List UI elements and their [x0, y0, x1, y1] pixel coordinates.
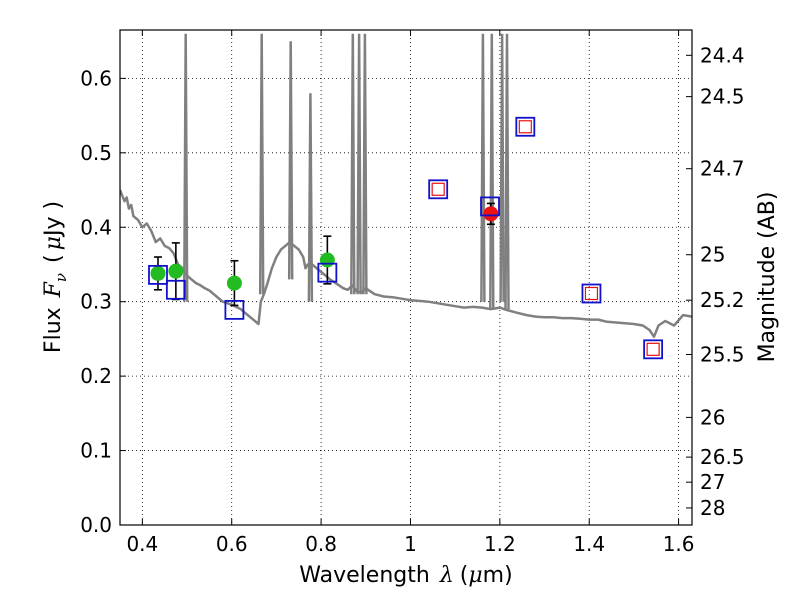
- spectrum-line: [120, 189, 692, 338]
- axis-ticks: 0.4 0.6 0.8 1 1.2 1.4 1.6 0.0 0.1 0.2 0.3 0.4 0.5 0.6…: [80, 30, 745, 556]
- magnitude-tick-label: 24.7: [700, 157, 745, 181]
- magnitude-tick-label: 25.5: [700, 342, 745, 366]
- x-tick-label: 0.4: [126, 532, 158, 556]
- model-point: [643, 339, 664, 360]
- emission-line: [182, 33, 189, 302]
- magnitude-tick-label: 28: [700, 496, 725, 520]
- x-tick-label: 1: [404, 532, 417, 556]
- x-tick-label: 1.6: [663, 532, 695, 556]
- emission-line: [307, 93, 314, 302]
- y-axis-label: FluxFν(μJy ): [41, 201, 70, 353]
- limit-point: [646, 342, 660, 356]
- y-tick-label: 0.0: [80, 513, 112, 537]
- x-tick-label: 1.4: [573, 532, 605, 556]
- model-point: [581, 283, 602, 304]
- magnitude-tick-label: 25: [700, 243, 725, 267]
- x-axis-label: Wavelength λ (μm): [299, 563, 512, 588]
- magnitude-tick-label: 27: [700, 470, 725, 494]
- emission-line: [258, 33, 265, 295]
- x-tick-label: 1.2: [484, 532, 516, 556]
- data-point: [168, 263, 184, 279]
- data-point: [319, 252, 335, 268]
- data-point: [226, 275, 242, 291]
- magnitude-axis-label: Magnitude (AB): [755, 192, 780, 363]
- y-tick-label: 0.4: [80, 215, 112, 239]
- magnitude-tick-label: 25.2: [700, 288, 745, 312]
- plot-area: [120, 33, 692, 338]
- limit-point: [584, 286, 599, 301]
- y-tick-label: 0.1: [80, 439, 112, 463]
- emission-line: [356, 33, 362, 295]
- magnitude-tick-label: 26.5: [700, 445, 745, 469]
- emission-line: [287, 41, 294, 280]
- emission-line: [362, 33, 368, 295]
- model-point: [148, 264, 168, 285]
- model-point: [428, 179, 449, 200]
- emission-line: [350, 33, 356, 295]
- y-tick-label: 0.3: [80, 290, 112, 314]
- y-tick-label: 0.2: [80, 364, 112, 388]
- x-tick-label: 0.8: [305, 532, 337, 556]
- model-point: [165, 279, 186, 300]
- magnitude-tick-label: 24.5: [700, 85, 745, 109]
- limit-point: [518, 120, 532, 134]
- model-point: [224, 299, 245, 320]
- data-point: [483, 206, 499, 222]
- model-point: [515, 116, 536, 137]
- model-point: [480, 196, 500, 217]
- x-tick-label: 0.6: [216, 532, 248, 556]
- model-point: [317, 262, 338, 283]
- y-tick-label: 0.5: [80, 141, 112, 165]
- plot-frame: [119, 29, 693, 526]
- emission-line: [480, 33, 486, 302]
- grid: [120, 30, 692, 526]
- data-point: [150, 265, 166, 281]
- emission-line: [489, 33, 495, 310]
- magnitude-tick-label: 24.4: [700, 43, 745, 67]
- magnitude-tick-label: 26: [700, 405, 725, 429]
- y-tick-label: 0.6: [80, 66, 112, 90]
- data-points: [148, 116, 664, 360]
- limit-point: [431, 182, 445, 196]
- emission-line: [499, 33, 505, 302]
- emission-line: [504, 33, 510, 310]
